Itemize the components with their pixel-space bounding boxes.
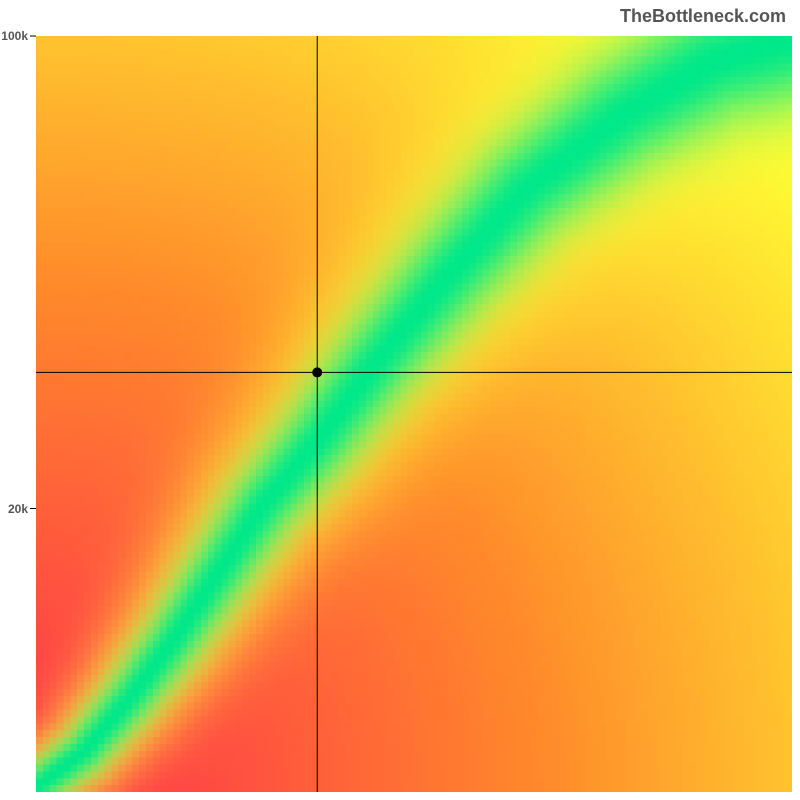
watermark-text: TheBottleneck.com [620, 6, 786, 27]
bottleneck-heatmap [36, 36, 792, 792]
y-tick-label: 100k [0, 29, 28, 43]
y-tick-label: 20k [0, 502, 28, 516]
chart-container: { "chart": { "type": "heatmap", "width_p… [0, 0, 800, 800]
